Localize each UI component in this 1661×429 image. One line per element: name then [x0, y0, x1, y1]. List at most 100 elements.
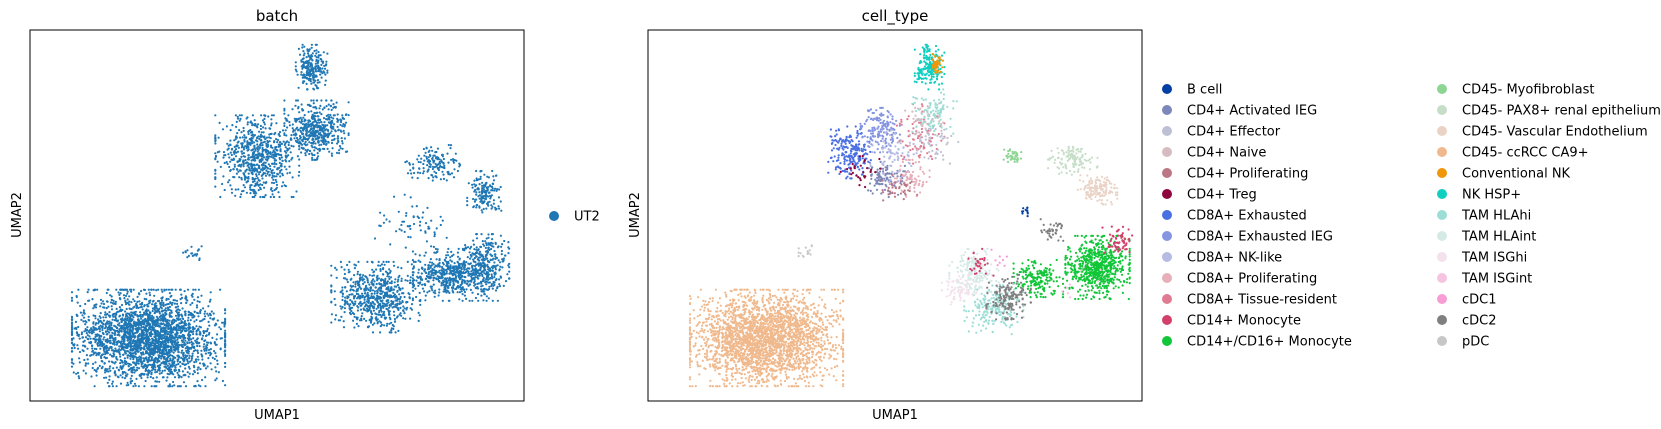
scatter-point	[138, 341, 141, 344]
scatter-point	[341, 298, 344, 302]
scatter-point	[318, 121, 321, 124]
scatter-point	[283, 112, 286, 115]
scatter-point	[157, 337, 160, 340]
scatter-point	[96, 288, 99, 291]
scatter-point	[400, 267, 403, 270]
scatter-point	[130, 290, 133, 293]
scatter-point	[70, 347, 74, 350]
scatter-point	[174, 348, 178, 351]
scatter-point	[377, 277, 380, 280]
scatter-point	[180, 293, 183, 296]
scatter-point	[95, 347, 98, 351]
scatter-point	[329, 113, 332, 117]
scatter-point	[339, 305, 342, 308]
scatter-point	[105, 349, 108, 352]
scatter-point	[173, 364, 176, 367]
scatter-point	[152, 353, 155, 356]
scatter-point	[134, 323, 137, 326]
scatter-point	[312, 106, 315, 109]
scatter-point	[262, 121, 266, 124]
scatter-point	[283, 143, 286, 147]
scatter-point	[133, 382, 136, 385]
scatter-point	[268, 133, 271, 136]
scatter-point	[418, 314, 421, 317]
scatter-point	[372, 309, 375, 312]
scatter-point	[99, 312, 102, 315]
scatter-point	[207, 314, 210, 317]
scatter-point	[86, 291, 89, 294]
scatter-point	[97, 338, 100, 341]
scatter-point	[186, 351, 189, 354]
scatter-point	[80, 333, 83, 336]
scatter-point	[344, 302, 347, 305]
scatter-point	[195, 304, 199, 307]
scatter-point	[128, 295, 131, 298]
scatter-point	[122, 328, 125, 331]
scatter-point	[392, 260, 395, 263]
scatter-point	[299, 130, 302, 133]
scatter-point	[70, 338, 74, 342]
scatter-point	[352, 281, 355, 284]
scatter-point	[108, 320, 111, 323]
scatter-point	[160, 307, 163, 310]
scatter-point	[136, 322, 140, 325]
scatter-point	[123, 346, 126, 349]
scatter-point	[169, 345, 172, 348]
scatter-point	[97, 318, 100, 321]
scatter-point	[245, 136, 248, 139]
scatter-point	[161, 310, 164, 313]
scatter-point	[372, 296, 375, 300]
scatter-point	[313, 111, 316, 115]
scatter-point	[321, 67, 324, 70]
scatter-point	[143, 345, 146, 348]
scatter-point	[304, 124, 307, 127]
scatter-point	[237, 160, 240, 163]
scatter-point	[318, 66, 322, 70]
scatter-point	[294, 68, 297, 71]
scatter-point	[351, 306, 354, 309]
scatter-point	[130, 374, 133, 377]
scatter-point	[78, 377, 81, 380]
scatter-point	[202, 330, 205, 333]
scatter-point	[165, 379, 168, 382]
scatter-point	[109, 339, 112, 342]
scatter-point	[187, 362, 190, 365]
scatter-point	[295, 99, 298, 102]
scatter-point	[371, 331, 375, 334]
scatter-point	[76, 314, 79, 317]
scatter-point	[366, 291, 369, 294]
scatter-point	[307, 54, 310, 57]
scatter-point	[326, 147, 329, 150]
scatter-point	[304, 66, 307, 69]
scatter-point	[307, 119, 310, 122]
scatter-point	[93, 305, 96, 308]
scatter-point	[108, 311, 111, 314]
scatter-point	[291, 123, 294, 126]
scatter-point	[176, 338, 179, 341]
scatter-point	[377, 313, 380, 316]
scatter-point	[150, 357, 153, 360]
scatter-point	[339, 123, 342, 126]
scatter-point	[405, 308, 408, 311]
scatter-point	[176, 354, 179, 357]
scatter-point	[352, 304, 355, 307]
scatter-point	[222, 321, 226, 324]
scatter-point	[150, 316, 153, 319]
scatter-point	[306, 138, 309, 141]
scatter-point	[110, 299, 114, 302]
scatter-point	[206, 365, 209, 368]
scatter-point	[224, 318, 227, 321]
scatter-point	[121, 337, 124, 341]
scatter-point	[316, 86, 319, 89]
scatter-point	[254, 167, 257, 170]
scatter-point	[295, 190, 298, 193]
scatter-point	[186, 341, 189, 344]
scatter-point	[280, 168, 283, 171]
scatter-point	[157, 368, 160, 371]
scatter-point	[242, 148, 245, 151]
scatter-point	[145, 298, 148, 301]
scatter-point	[364, 286, 367, 289]
scatter-point	[233, 163, 236, 166]
scatter-point	[129, 342, 132, 346]
scatter-point	[195, 318, 198, 322]
